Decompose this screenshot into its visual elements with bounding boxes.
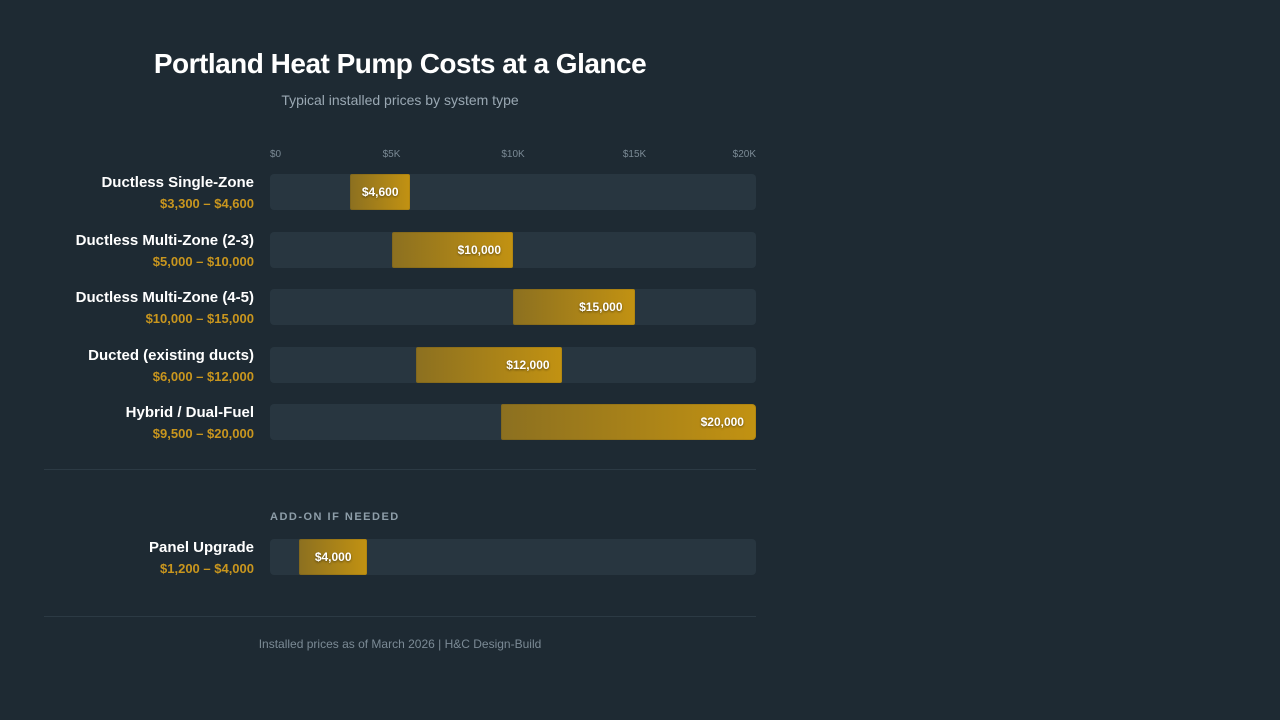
bar-value-label: $12,000 — [506, 357, 550, 372]
system-name: Ducted (existing ducts) — [88, 346, 254, 364]
system-name: Ductless Single-Zone — [101, 174, 254, 191]
x-axis: $0 $5K $10K $15K $20K — [270, 149, 756, 163]
bar-track: $15,000 — [270, 289, 756, 325]
chart-row: Ductless Single-Zone $3,300 – $4,600 $4,60… — [0, 173, 800, 213]
system-name: Panel Upgrade — [148, 539, 254, 556]
axis-tick-label: $10K — [501, 149, 525, 160]
bar-value-label: $4,600 — [361, 185, 399, 199]
footer-note: Installed prices as of March 2026 | H&C … — [258, 637, 542, 651]
page-subtitle: Typical installed prices by system type — [281, 92, 519, 108]
chart-row: Ducted (existing ducts) $6,000 – $12,000 $… — [0, 346, 800, 386]
chart-row: Panel Upgrade $1,200 – $4,000 $4,000 — [0, 538, 800, 578]
range-bar: $10,000 — [391, 231, 513, 268]
row-label: Ducted (existing ducts) $6,000 – $12,000 — [88, 346, 254, 386]
system-name: Ductless Multi-Zone (4-5) — [75, 289, 254, 306]
system-name: Ductless Multi-Zone (2-3) — [75, 231, 254, 249]
bar-track: $4,000 — [270, 539, 756, 575]
price-range: $10,000 – $15,000 — [145, 311, 254, 326]
axis-tick-label: $20K — [732, 149, 756, 160]
chart-row: Hybrid / Dual-Fuel $9,500 – $20,000 $20,00… — [0, 403, 800, 443]
bar-value-label: $15,000 — [579, 300, 623, 314]
axis-tick-label: $15K — [622, 149, 647, 160]
bar-value-label: $4,000 — [314, 550, 352, 564]
price-range: $6,000 – $12,000 — [152, 368, 254, 384]
row-label: Panel Upgrade $1,200 – $4,000 — [149, 538, 254, 578]
page-title: Portland Heat Pump Costs at a Glance — [153, 48, 647, 79]
range-bar: $15,000 — [513, 289, 635, 325]
bar-value-label: $10,000 — [457, 242, 501, 257]
section-divider — [44, 469, 756, 470]
range-bar: $4,000 — [299, 539, 368, 575]
row-label: Ductless Single-Zone $3,300 – $4,600 — [101, 173, 254, 213]
row-label: Hybrid / Dual-Fuel $9,500 – $20,000 — [126, 403, 254, 443]
system-name: Hybrid / Dual-Fuel — [125, 404, 254, 421]
bar-value-label: $20,000 — [700, 415, 744, 429]
range-bar: $20,000 — [500, 404, 756, 440]
chart-row: Ductless Multi-Zone (2-3) $5,000 – $10,00… — [0, 231, 800, 271]
range-bar: $4,600 — [350, 174, 411, 210]
axis-tick-label: $0 — [270, 149, 282, 160]
bar-track: $12,000 — [270, 346, 756, 383]
price-range: $1,200 – $4,000 — [160, 561, 254, 576]
price-range: $9,500 – $20,000 — [152, 426, 254, 441]
footer-divider — [44, 616, 756, 617]
axis-tick-label: $5K — [382, 149, 401, 160]
range-bar: $12,000 — [415, 346, 562, 383]
bar-track: $4,600 — [270, 174, 756, 210]
price-range: $3,300 – $4,600 — [160, 196, 254, 211]
price-range: $5,000 – $10,000 — [152, 253, 254, 269]
addon-section-label: ADD-ON IF NEEDED — [270, 511, 400, 523]
row-label: Ductless Multi-Zone (4-5) $10,000 – $15,0… — [76, 288, 254, 328]
bar-track: $10,000 — [270, 231, 756, 268]
row-label: Ductless Multi-Zone (2-3) $5,000 – $10,00… — [76, 231, 254, 271]
chart-row: Ductless Multi-Zone (4-5) $10,000 – $15,0… — [0, 288, 800, 328]
bar-track: $20,000 — [270, 404, 756, 440]
